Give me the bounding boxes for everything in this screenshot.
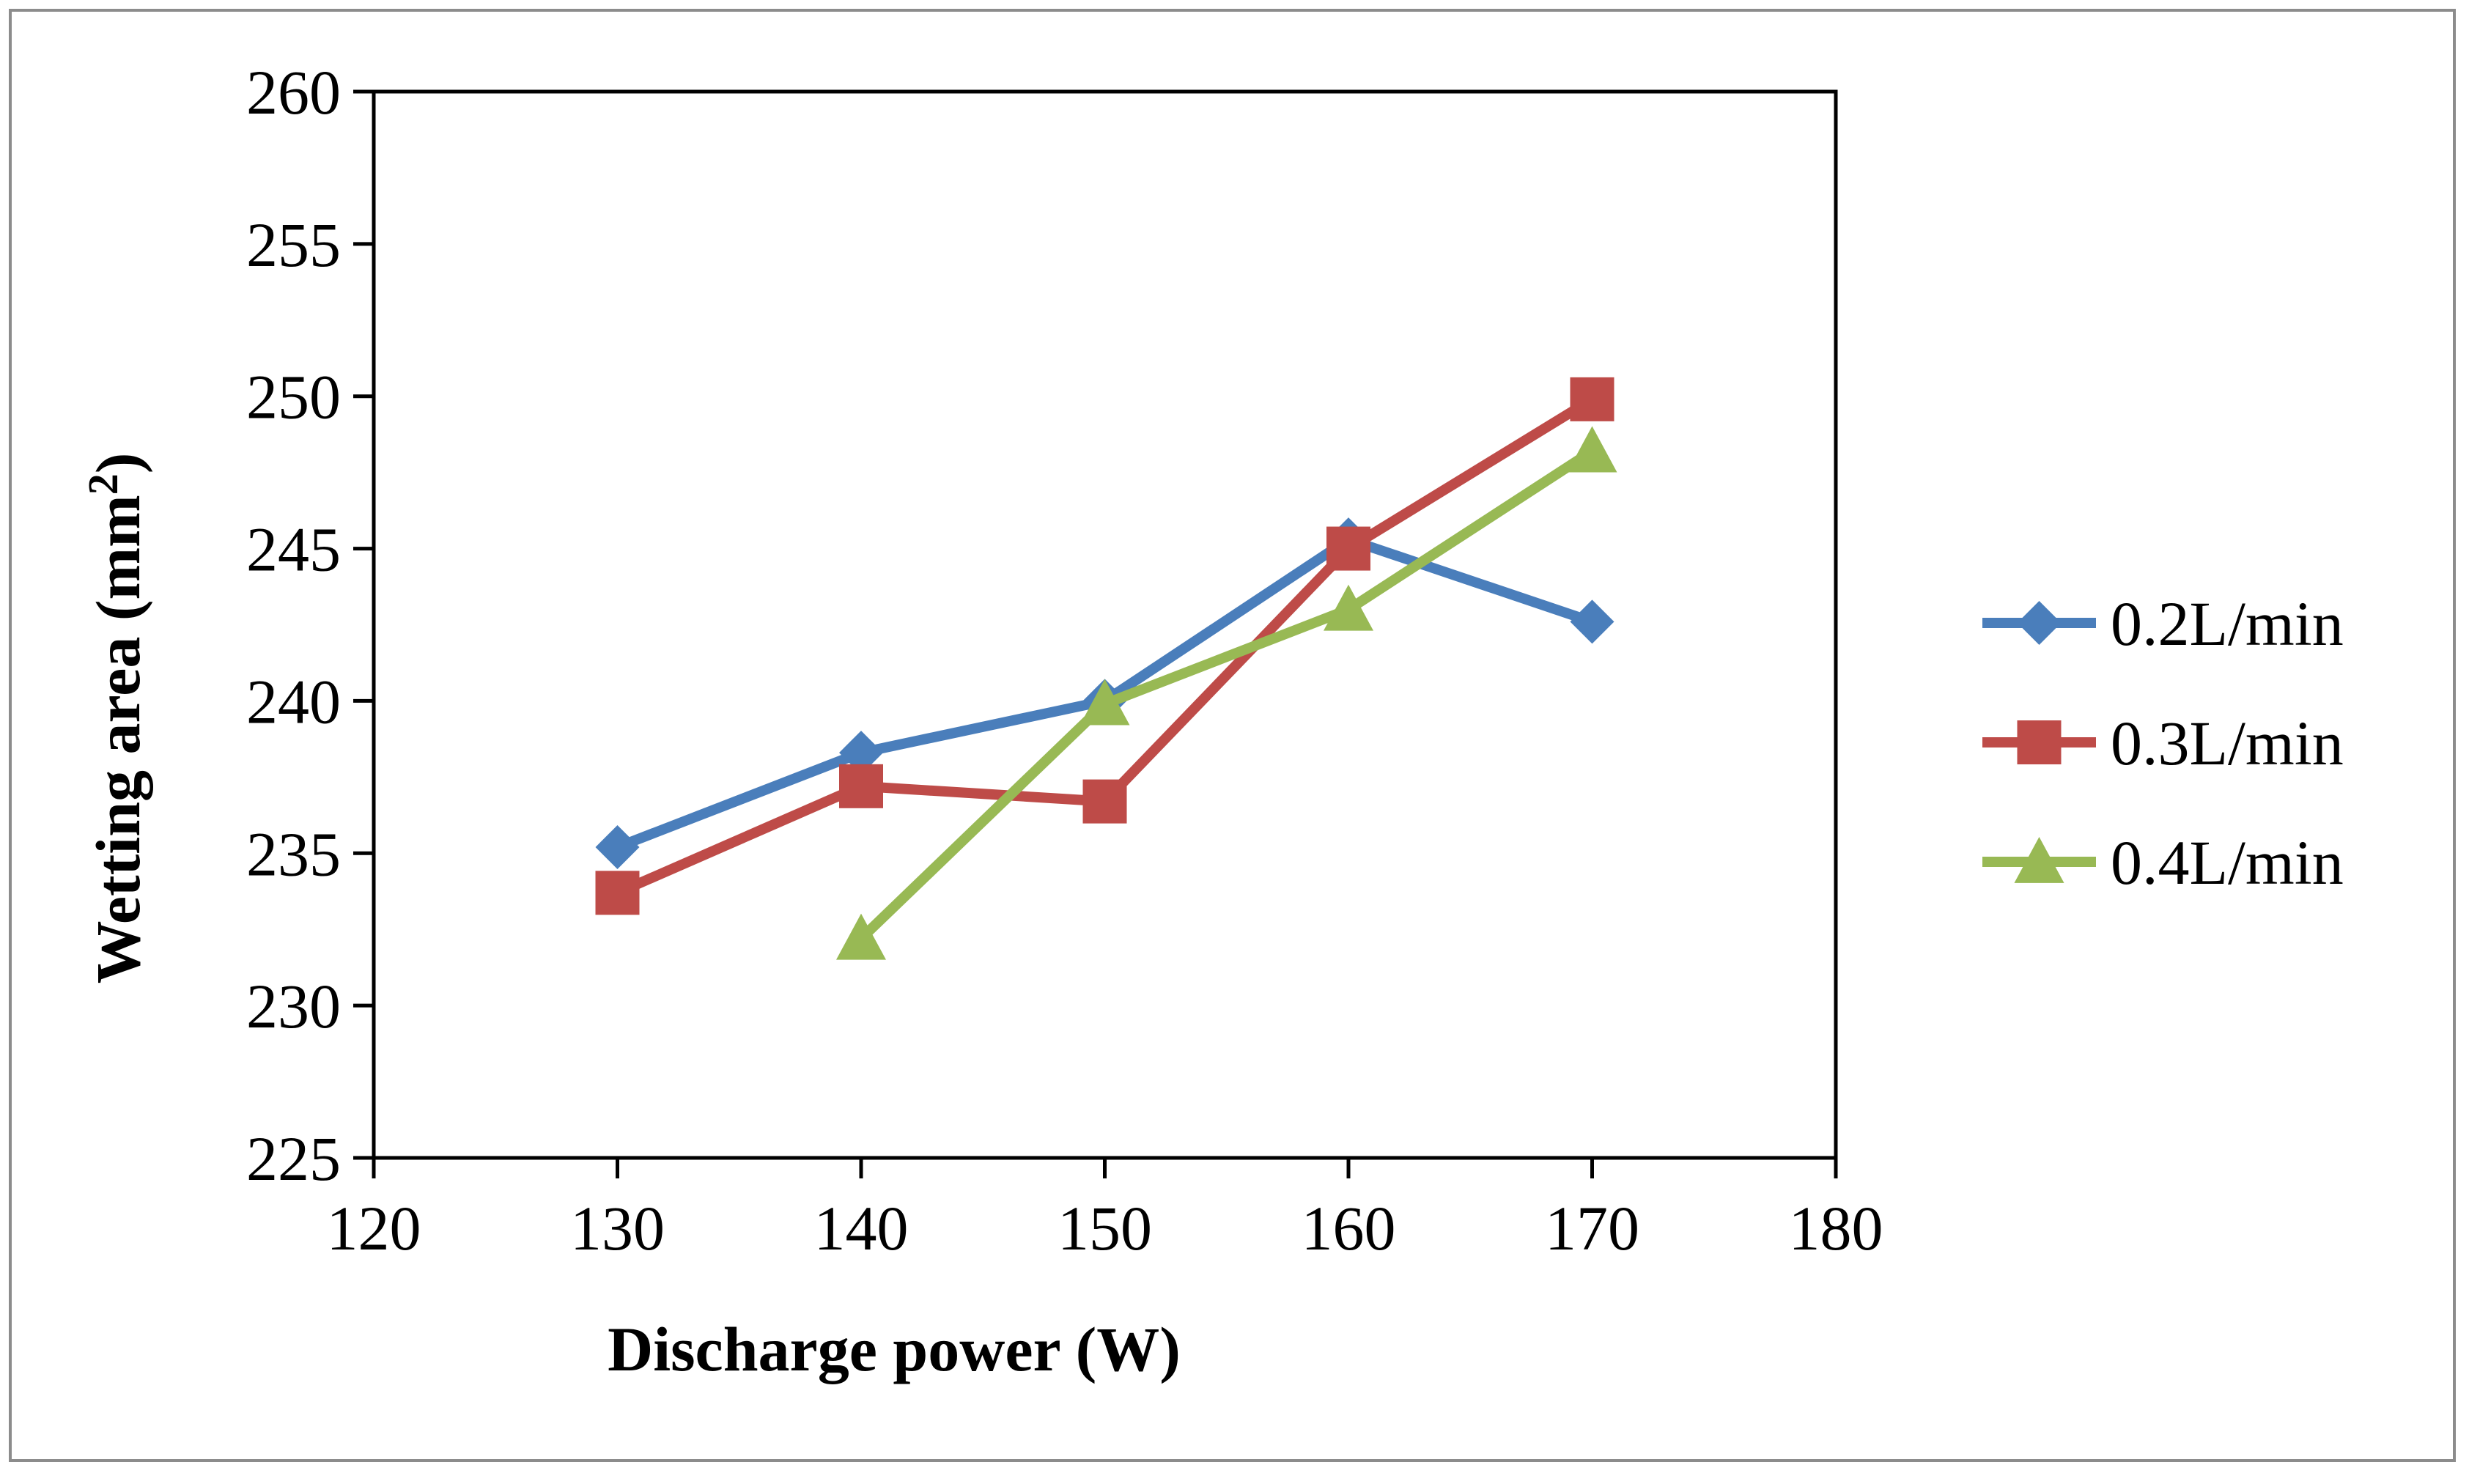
legend-label: 0.4L/min bbox=[2111, 827, 2344, 898]
legend-marker bbox=[2014, 837, 2064, 883]
y-axis-title-end: ) bbox=[83, 453, 153, 474]
x-tick-label: 160 bbox=[1302, 1193, 1396, 1263]
legend-label: 0.3L/min bbox=[2111, 708, 2344, 778]
data-point bbox=[1326, 526, 1370, 571]
x-tick-label: 120 bbox=[327, 1193, 421, 1263]
data-point bbox=[1567, 426, 1617, 473]
y-tick-label: 230 bbox=[246, 971, 341, 1041]
axes: 225 230 235 240 245 250 255 260 120 130 140 150 160 1… bbox=[246, 57, 1883, 1263]
data-point bbox=[595, 871, 640, 915]
legend: 0.2L/min 0.3L/min 0.4L/min bbox=[1982, 588, 2344, 898]
y-axis-title: Wetting area (mm2) bbox=[79, 453, 153, 984]
y-tick-label: 225 bbox=[246, 1123, 341, 1194]
y-tick-label: 255 bbox=[246, 210, 341, 280]
plot-area-border bbox=[372, 89, 1838, 1160]
y-tick-label: 245 bbox=[246, 514, 341, 585]
data-point bbox=[839, 731, 883, 775]
legend-marker bbox=[2017, 720, 2062, 764]
data-point bbox=[839, 764, 883, 808]
x-tick-label: 150 bbox=[1058, 1193, 1152, 1263]
y-axis-title-superscript: 2 bbox=[79, 473, 127, 495]
series-0.3L/min bbox=[595, 377, 1614, 915]
x-tick-label: 170 bbox=[1545, 1193, 1639, 1263]
y-tick-label: 240 bbox=[246, 666, 341, 737]
legend-label: 0.2L/min bbox=[2111, 588, 2344, 659]
x-tick-label: 130 bbox=[570, 1193, 665, 1263]
data-point bbox=[595, 824, 640, 869]
x-axis-title: Discharge power (W) bbox=[608, 1314, 1181, 1384]
legend-marker bbox=[2017, 601, 2062, 645]
legend-item: 0.3L/min bbox=[1982, 708, 2344, 778]
data-point bbox=[1324, 584, 1373, 631]
data-point bbox=[1570, 599, 1614, 644]
y-axis-title-main: Wetting area (mm bbox=[83, 495, 153, 983]
legend-item: 0.4L/min bbox=[1982, 827, 2344, 898]
y-tick-label: 235 bbox=[246, 819, 341, 889]
legend-item: 0.2L/min bbox=[1982, 588, 2344, 659]
data-point bbox=[1080, 679, 1130, 726]
y-tick-label: 250 bbox=[246, 362, 341, 432]
data-point bbox=[1570, 377, 1614, 421]
y-tick-label: 260 bbox=[246, 57, 341, 128]
series-line bbox=[857, 446, 1595, 942]
series-0.4L/min bbox=[836, 426, 1617, 960]
data-point bbox=[1082, 779, 1127, 824]
x-tick-label: 180 bbox=[1789, 1193, 1883, 1263]
series-layer bbox=[595, 377, 1617, 960]
data-point bbox=[836, 913, 886, 960]
x-tick-label: 140 bbox=[814, 1193, 909, 1263]
